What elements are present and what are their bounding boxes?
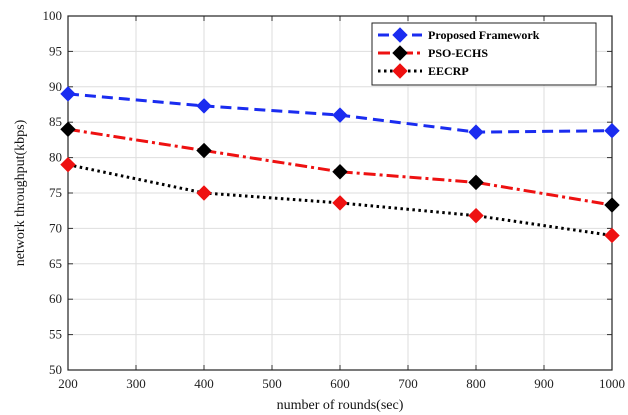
x-tick-label: 800 <box>466 376 486 391</box>
x-tick-label: 700 <box>398 376 418 391</box>
series-2 <box>60 156 620 244</box>
x-tick-label: 1000 <box>599 376 625 391</box>
data-point-marker <box>60 121 76 137</box>
y-tick-label: 70 <box>49 220 62 235</box>
series-0 <box>60 86 620 140</box>
data-point-marker <box>196 142 212 159</box>
y-tick-label: 95 <box>49 43 62 58</box>
x-tick-label: 400 <box>194 376 214 391</box>
y-tick-label: 60 <box>49 291 62 306</box>
data-point-marker <box>60 86 76 102</box>
legend-item: Proposed Framework <box>378 27 540 43</box>
data-point-marker <box>332 195 348 211</box>
legend-label: Proposed Framework <box>428 28 540 42</box>
legend-label: EECRP <box>428 64 469 78</box>
legend-item: EECRP <box>378 63 469 79</box>
y-tick-label: 90 <box>49 79 62 94</box>
plot-border <box>67 15 613 371</box>
legend-marker-swatch <box>392 45 408 61</box>
y-axis-label: network throughput(kbps) <box>13 119 28 266</box>
y-tick-label: 100 <box>43 8 63 23</box>
legend-item: PSO-ECHS <box>378 45 488 61</box>
x-tick-label: 200 <box>58 376 78 391</box>
data-point-marker <box>468 124 484 140</box>
data-point-marker <box>60 156 76 173</box>
legend-label: PSO-ECHS <box>428 46 488 60</box>
y-tick-label: 80 <box>49 150 62 165</box>
data-point-marker <box>604 197 620 213</box>
x-tick-label: 600 <box>330 376 350 391</box>
legend: Proposed Framework PSO-ECHS EECRP <box>371 22 597 86</box>
y-tick-label: 50 <box>49 362 62 377</box>
x-axis-label: number of rounds(sec) <box>277 398 404 413</box>
tick-labels: 200 300 400 500 600 700 800 900 1000 50 55 60 65 70 75… <box>43 8 626 391</box>
data-point-marker <box>332 107 348 123</box>
data-point-marker <box>332 164 348 180</box>
data-point-marker <box>604 122 620 139</box>
legend-marker-swatch <box>392 63 408 79</box>
data-series <box>60 86 620 244</box>
x-tick-label: 900 <box>534 376 554 391</box>
y-tick-label: 65 <box>49 256 62 271</box>
data-point-marker <box>468 174 484 191</box>
data-point-marker <box>468 207 484 224</box>
data-point-marker <box>604 227 620 244</box>
y-tick-label: 55 <box>49 327 62 342</box>
plot-frame <box>67 15 613 371</box>
y-tick-label: 85 <box>49 114 62 129</box>
series-1 <box>60 121 620 213</box>
x-tick-label: 300 <box>126 376 146 391</box>
series-line <box>67 163 613 237</box>
legend-marker-swatch <box>392 27 408 43</box>
data-point-marker <box>196 185 212 201</box>
x-tick-label: 500 <box>262 376 282 391</box>
y-tick-label: 75 <box>49 185 62 200</box>
data-point-marker <box>196 98 212 114</box>
